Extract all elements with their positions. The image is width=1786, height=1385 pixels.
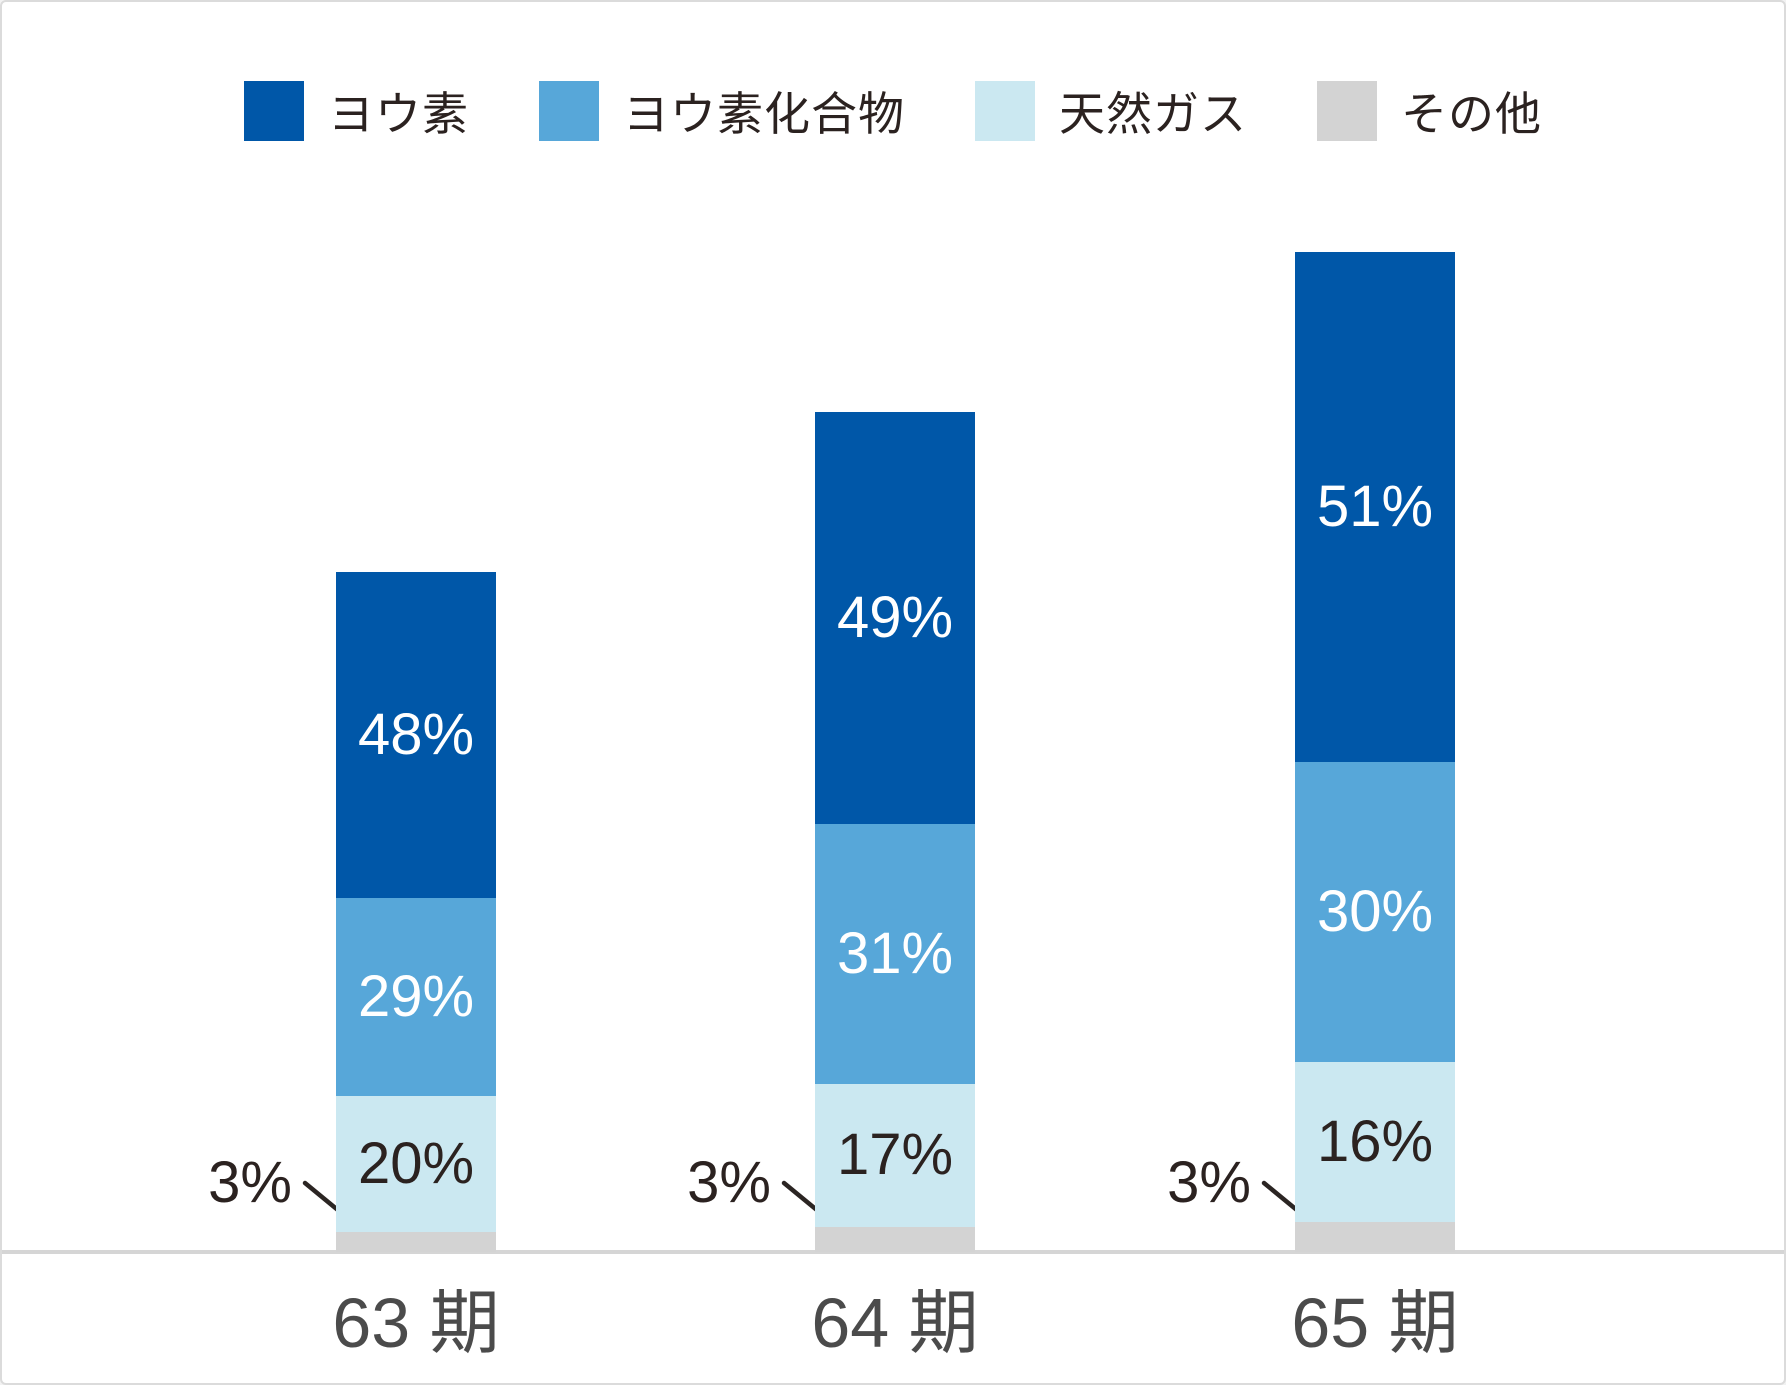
legend-swatch-1 [539, 81, 599, 141]
bar-0-segment-3 [336, 1231, 496, 1252]
bar-2-value-label-1: 30% [1316, 879, 1434, 944]
legend-label-2: 天然ガス [1059, 88, 1247, 140]
bar-1-segment-0: 49% [815, 412, 975, 824]
x-axis-line [2, 1250, 1784, 1254]
legend-label-0: ヨウ素 [328, 88, 469, 140]
bar-0-segment-0: 48% [336, 572, 496, 899]
legend-item-3: その他 [1317, 78, 1542, 144]
bar-0-callout-label-3: 3% [208, 1150, 292, 1215]
legend-swatch-3 [1317, 81, 1377, 141]
x-axis-label-1: 64 期 [811, 1284, 979, 1362]
legend-item-1: ヨウ素化合物 [539, 78, 905, 144]
bar-1-value-label-0: 49% [836, 584, 954, 650]
bar-1-segment-3 [815, 1226, 975, 1252]
bar-2-segment-2: 16% [1295, 1062, 1455, 1222]
legend-swatch-2 [975, 81, 1035, 141]
legend-item-0: ヨウ素 [244, 78, 469, 144]
bar-2-segment-3 [1295, 1222, 1455, 1252]
bar-0-value-label-0: 48% [357, 702, 475, 768]
stacked-bar-1: 49% 31% 17% [815, 412, 975, 1252]
legend-item-2: 天然ガス [975, 78, 1247, 144]
legend: ヨウ素 ヨウ素化合物 天然ガス その他 [2, 78, 1784, 144]
bar-1-callout-label-3: 3% [687, 1150, 771, 1215]
stacked-bar-0: 48% 29% 20% [336, 572, 496, 1252]
bar-2-callout-label-3: 3% [1167, 1150, 1251, 1215]
legend-label-1: ヨウ素化合物 [623, 88, 905, 140]
bar-1-value-label-2: 17% [836, 1122, 954, 1188]
stacked-bar-2: 51% 30% 16% [1295, 252, 1455, 1252]
bar-1-value-label-1: 31% [836, 920, 954, 986]
bar-2-value-label-2: 16% [1316, 1109, 1434, 1174]
legend-swatch-0 [244, 81, 304, 141]
x-axis-label-0: 63 期 [332, 1284, 500, 1362]
bar-0-value-label-2: 20% [357, 1130, 475, 1196]
x-axis-label-2: 65 期 [1291, 1284, 1459, 1362]
bar-2-value-label-0: 51% [1316, 474, 1434, 539]
bar-2-segment-1: 30% [1295, 762, 1455, 1062]
bar-0-segment-2: 20% [336, 1095, 496, 1232]
bar-0-value-label-1: 29% [357, 963, 475, 1029]
bar-1-segment-2: 17% [815, 1083, 975, 1227]
bar-1-segment-1: 31% [815, 823, 975, 1084]
bar-0-segment-1: 29% [336, 898, 496, 1096]
bar-2-segment-0: 51% [1295, 252, 1455, 762]
legend-label-3: その他 [1401, 88, 1542, 140]
